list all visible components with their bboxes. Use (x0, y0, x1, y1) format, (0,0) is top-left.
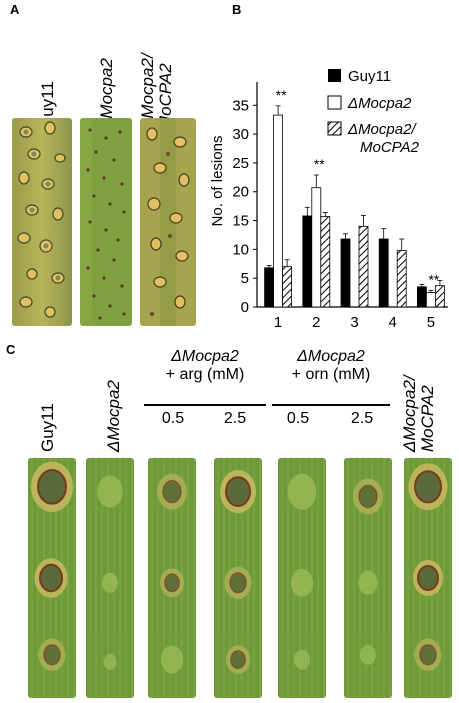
y-tick-label: 5 (241, 270, 249, 287)
leaf-c-arg-2-5 (214, 458, 262, 698)
arg-high-label: 2.5 (223, 410, 247, 427)
leaf-c-guy11 (28, 458, 76, 698)
bar-mocpa2 (311, 187, 322, 308)
arg-group-title: ΔMocpa2 (171, 348, 239, 365)
x-tick-label: 4 (389, 314, 397, 331)
legend-label-complement-1: ΔMocpa2/ (347, 121, 417, 138)
bar-complement (358, 225, 369, 308)
leaf-complement-image (140, 118, 196, 326)
leaf-c-arg-2-5-image (214, 458, 262, 698)
orn-high-label: 2.5 (350, 410, 374, 427)
panel-b-letter: B (232, 2, 242, 17)
orn-group-subtitle: + orn (mM) (291, 366, 371, 383)
bar-guy11 (302, 215, 313, 308)
leaf-c-complement (404, 458, 452, 698)
orn-group-title: ΔMocpa2 (297, 348, 365, 365)
x-tick-label: 2 (312, 314, 320, 331)
orn-group-line (272, 404, 390, 406)
significance-mark: ** (342, 292, 358, 303)
leaf-mocpa2-image (80, 118, 132, 326)
leaf-c-guy11-image (28, 458, 76, 698)
legend-label-mocpa2: ΔMocpa2 (347, 95, 412, 112)
chart-axes: 0 5 10 15 20 25 30 35 1 2 3 4 5 (232, 82, 448, 331)
chart-bars: ** ** ** ** ** (264, 87, 445, 308)
chart-legend: Guy11 ΔMocpa2 ΔMocpa2/ MoCPA2 (327, 68, 420, 156)
significance-mark: ** (276, 87, 287, 103)
y-tick-label: 0 (241, 299, 249, 316)
panel-c-complement-label-2: MoCPA2 (418, 385, 437, 452)
y-tick-label: 35 (232, 97, 249, 114)
panel-a-letter: A (10, 2, 20, 17)
leaf-c-complement-image (404, 458, 452, 698)
arg-group-line (144, 404, 266, 406)
leaf-c-orn-2-5-image (344, 458, 392, 698)
y-tick-label: 25 (232, 155, 249, 172)
bar-guy11 (416, 286, 427, 308)
x-tick-label: 1 (274, 314, 282, 331)
y-axis-label: No. of lesions (209, 136, 226, 227)
panel-c-complement-label-1: ΔMocpa2/ (400, 375, 419, 452)
bar-complement (434, 285, 445, 308)
significance-mark: ** (428, 271, 439, 287)
legend-swatch-guy11 (328, 69, 341, 82)
panel-c-guy11-label: Guy11 (38, 403, 57, 452)
y-tick-label: 20 (232, 184, 249, 201)
legend-swatch-complement (327, 121, 342, 136)
leaf-c-orn-0-5 (278, 458, 326, 698)
bar-guy11 (264, 267, 275, 308)
y-tick-label: 10 (232, 241, 249, 258)
x-tick-label: 3 (350, 314, 358, 331)
lesion-bar-chart: Guy11 ΔMocpa2 ΔMocpa2/ MoCPA2 0510152025… (209, 68, 448, 331)
panel-a-leaf-complement (140, 118, 196, 326)
bar-complement (282, 266, 293, 308)
significance-mark: ** (380, 292, 396, 303)
leaf-guy11-image (12, 118, 72, 326)
significance-mark: ** (314, 156, 325, 172)
panel-a-leaf-mocpa2 (80, 118, 132, 326)
y-tick-label: 15 (232, 213, 249, 230)
bar-mocpa2 (425, 292, 436, 308)
x-tick-label: 5 (427, 314, 435, 331)
bar-complement (320, 216, 331, 308)
leaf-c-orn-0-5-image (278, 458, 326, 698)
legend-swatch-mocpa2 (327, 95, 342, 110)
leaf-c-mocpa2-image (86, 458, 134, 698)
orn-low-label: 0.5 (286, 410, 310, 427)
y-tick-label: 30 (232, 126, 249, 143)
arg-low-label: 0.5 (161, 410, 185, 427)
panel-a-leaf-guy11 (12, 118, 72, 326)
arg-group-subtitle: + arg (mM) (165, 366, 245, 383)
panel-c-mocpa2-label: ΔMocpa2 (104, 380, 123, 452)
leaf-c-orn-2-5 (344, 458, 392, 698)
leaf-c-mocpa2 (86, 458, 134, 698)
panel-c-letter: C (6, 342, 16, 357)
bar-complement (396, 250, 407, 308)
bar-mocpa2 (273, 114, 284, 308)
leaf-c-arg-0-5 (148, 458, 196, 698)
legend-label-guy11: Guy11 (348, 68, 391, 85)
leaf-c-arg-0-5-image (148, 458, 196, 698)
legend-label-complement-2: MoCPA2 (360, 139, 420, 156)
